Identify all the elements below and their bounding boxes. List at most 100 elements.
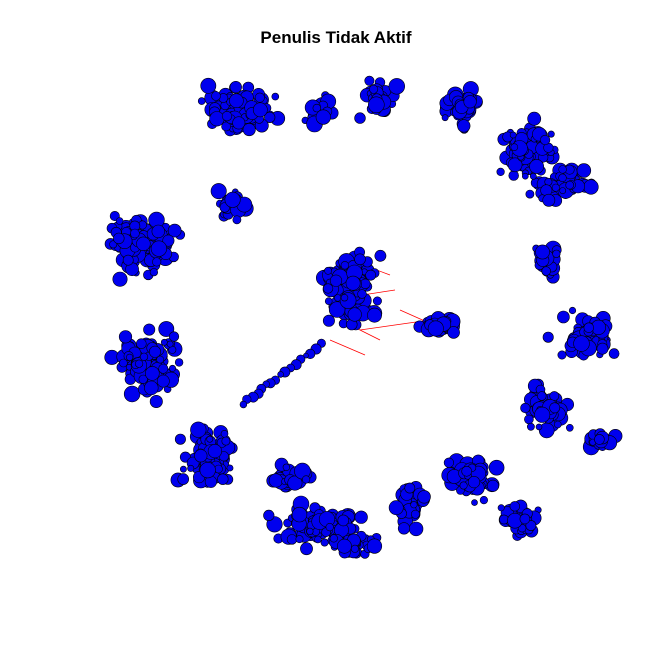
graph-node bbox=[174, 358, 184, 367]
graph-node bbox=[135, 359, 144, 368]
graph-node bbox=[329, 534, 338, 543]
graph-node bbox=[553, 420, 562, 429]
graph-node bbox=[151, 224, 166, 239]
graph-node bbox=[535, 423, 543, 431]
graph-node bbox=[374, 249, 387, 262]
graph-node bbox=[336, 538, 352, 554]
graph-node bbox=[497, 504, 505, 512]
graph-node bbox=[534, 406, 551, 423]
graph-node bbox=[122, 254, 134, 266]
graph-node bbox=[441, 114, 449, 122]
graph-node bbox=[594, 434, 605, 445]
graph-node bbox=[496, 167, 505, 176]
graph-node bbox=[521, 172, 529, 180]
graph-node bbox=[404, 482, 416, 494]
graph-node bbox=[510, 143, 519, 151]
graph-node bbox=[160, 338, 168, 346]
graph-node bbox=[529, 159, 544, 174]
graph-node bbox=[372, 296, 382, 306]
graph-node bbox=[541, 266, 551, 276]
graph-node bbox=[535, 244, 550, 260]
graph-node bbox=[322, 314, 335, 327]
graph-node bbox=[112, 271, 128, 287]
graph-node bbox=[167, 223, 182, 238]
graph-node bbox=[573, 335, 590, 352]
graph-node bbox=[200, 77, 217, 94]
graph-node bbox=[537, 391, 547, 401]
graph-node bbox=[226, 464, 234, 472]
graph-node bbox=[126, 353, 134, 362]
graph-node bbox=[557, 310, 570, 324]
graph-node bbox=[337, 514, 350, 527]
graph-node bbox=[354, 510, 368, 524]
graph-node bbox=[282, 463, 291, 471]
graph-node bbox=[210, 183, 227, 200]
graph-node bbox=[558, 173, 567, 183]
graph-node bbox=[366, 538, 383, 554]
graph-node bbox=[209, 111, 225, 127]
graph-node bbox=[507, 157, 523, 173]
graph-node bbox=[519, 513, 531, 525]
graph-node bbox=[264, 111, 276, 123]
graph-node bbox=[139, 352, 149, 361]
graph-node bbox=[221, 110, 233, 122]
graph-node bbox=[224, 191, 241, 208]
graph-node bbox=[123, 385, 141, 403]
graph-node bbox=[277, 371, 284, 378]
graph-node bbox=[168, 331, 180, 342]
graph-node bbox=[145, 366, 160, 381]
graph-node bbox=[364, 75, 375, 86]
graph-node bbox=[306, 527, 314, 536]
graph-node bbox=[410, 501, 418, 509]
graph-node bbox=[158, 321, 175, 337]
graph-node bbox=[232, 215, 242, 225]
graph-node bbox=[354, 253, 366, 266]
graph-node bbox=[194, 449, 208, 463]
graph-node bbox=[315, 109, 331, 125]
graph-node bbox=[463, 95, 477, 109]
graph-node bbox=[557, 350, 567, 360]
graph-node bbox=[169, 364, 177, 372]
graph-node bbox=[542, 193, 556, 207]
graph-node bbox=[547, 130, 555, 138]
graph-node bbox=[367, 96, 385, 114]
graph-node bbox=[467, 476, 481, 489]
graph-node bbox=[229, 80, 242, 94]
graph-node bbox=[138, 374, 148, 384]
graph-node bbox=[177, 473, 189, 485]
graph-node bbox=[320, 538, 329, 547]
graph-node bbox=[149, 268, 158, 277]
graph-node bbox=[367, 307, 382, 323]
graph-node bbox=[509, 131, 517, 139]
graph-node bbox=[144, 380, 159, 396]
graph-node bbox=[559, 187, 567, 194]
graph-node bbox=[345, 275, 361, 291]
graph-node bbox=[291, 506, 308, 523]
graph-node bbox=[539, 134, 551, 146]
graph-node bbox=[457, 119, 471, 133]
graph-node bbox=[232, 116, 246, 130]
graph-node bbox=[143, 323, 156, 336]
graph-node bbox=[162, 234, 175, 247]
graph-node bbox=[525, 189, 535, 199]
graph-node bbox=[410, 509, 420, 519]
graph-node bbox=[271, 92, 280, 101]
graph-node bbox=[558, 165, 567, 174]
graph-node bbox=[568, 306, 577, 315]
graph-node bbox=[350, 544, 359, 553]
graph-node bbox=[357, 289, 367, 299]
graph-node bbox=[508, 170, 519, 181]
graph-node bbox=[118, 330, 133, 344]
graph-node bbox=[388, 500, 404, 516]
graph-node bbox=[417, 490, 431, 504]
graph-node bbox=[179, 465, 187, 473]
plot-title: Penulis Tidak Aktif bbox=[260, 28, 412, 47]
graph-node bbox=[190, 421, 207, 438]
graph-node bbox=[324, 266, 332, 275]
graph-node bbox=[206, 435, 214, 443]
graph-node bbox=[217, 473, 229, 485]
graph-node bbox=[552, 249, 561, 258]
graph-node bbox=[524, 414, 534, 425]
graph-node bbox=[136, 236, 151, 252]
